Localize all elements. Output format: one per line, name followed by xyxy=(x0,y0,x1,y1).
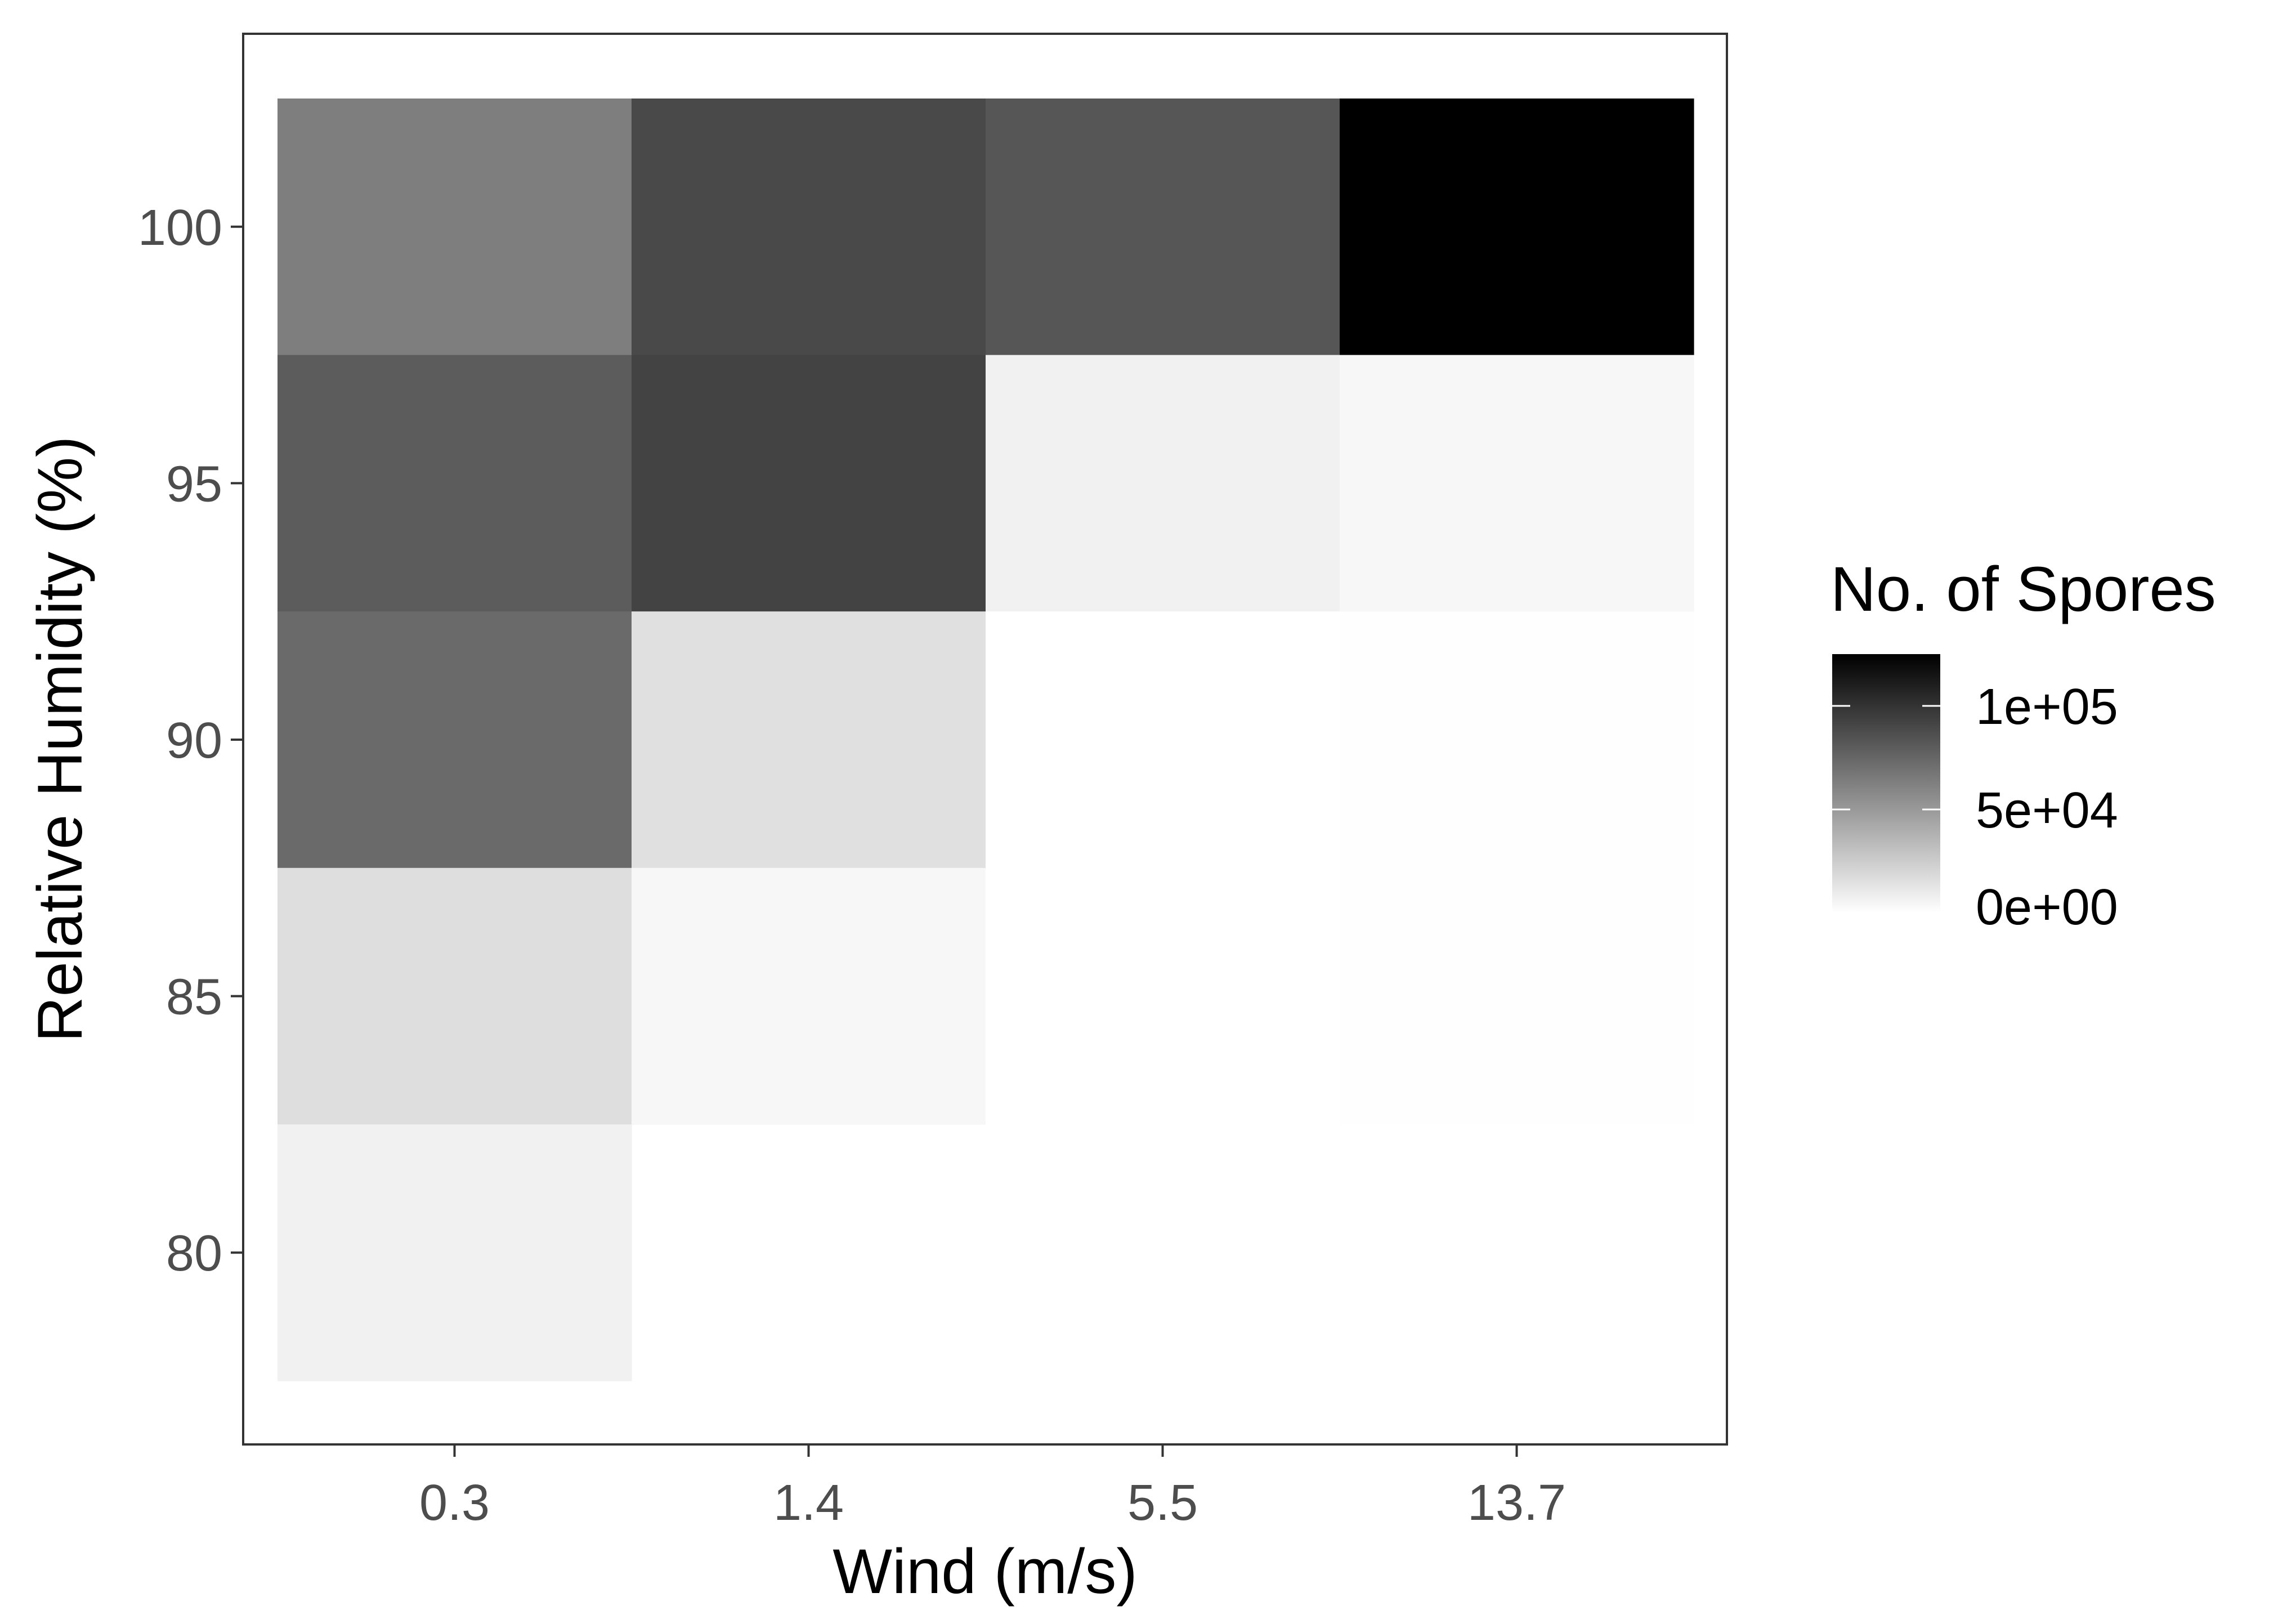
heatmap-cell xyxy=(278,867,632,1125)
heatmap-cell xyxy=(632,611,986,869)
heatmap-cell xyxy=(986,867,1340,1125)
heatmap-cell xyxy=(278,611,632,869)
x-tick-label: 5.5 xyxy=(1127,1475,1198,1531)
y-tick-label: 85 xyxy=(166,969,222,1026)
legend-break-label: 5e+04 xyxy=(1976,782,2118,839)
y-tick-label: 95 xyxy=(166,456,222,512)
y-tick-label: 100 xyxy=(138,200,222,256)
y-tick-label: 90 xyxy=(166,713,222,769)
y-axis: 100 95 90 85 80 xyxy=(138,200,243,1282)
legend-colorbar xyxy=(1832,654,1940,913)
heatmap-cell xyxy=(986,99,1340,356)
heatmap-cell xyxy=(278,355,632,612)
heatmap-cell xyxy=(1340,611,1694,869)
heatmap-cell xyxy=(1340,355,1694,612)
x-axis-title: Wind (m/s) xyxy=(833,1536,1137,1607)
legend-title: No. of Spores xyxy=(1830,554,2216,624)
heatmap-cell xyxy=(1340,99,1694,356)
x-tick-label: 1.4 xyxy=(773,1475,844,1531)
legend-break-label: 1e+05 xyxy=(1976,679,2118,735)
color-legend: No. of Spores 1e+05 5e+04 0e+00 xyxy=(1830,554,2216,936)
heatmap-cell xyxy=(632,355,986,612)
legend-break-label: 0e+00 xyxy=(1976,879,2118,936)
y-axis-title: Relative Humidity (%) xyxy=(25,436,95,1043)
heatmap-cell xyxy=(1340,867,1694,1125)
legend-ticks: 1e+05 5e+04 0e+00 xyxy=(1832,679,2118,936)
x-axis: 0.3 1.4 5.5 13.7 xyxy=(419,1444,1566,1531)
heatmap-cell xyxy=(278,1124,632,1381)
x-tick-label: 13.7 xyxy=(1467,1475,1566,1531)
y-tick-label: 80 xyxy=(166,1225,222,1282)
heatmap-cell xyxy=(986,611,1340,869)
heatmap-cells xyxy=(278,99,1694,1381)
heatmap-cell xyxy=(278,99,632,356)
heatmap-cell xyxy=(632,99,986,356)
heatmap-cell xyxy=(632,867,986,1125)
heatmap-cell xyxy=(986,355,1340,612)
x-tick-label: 0.3 xyxy=(419,1475,490,1531)
